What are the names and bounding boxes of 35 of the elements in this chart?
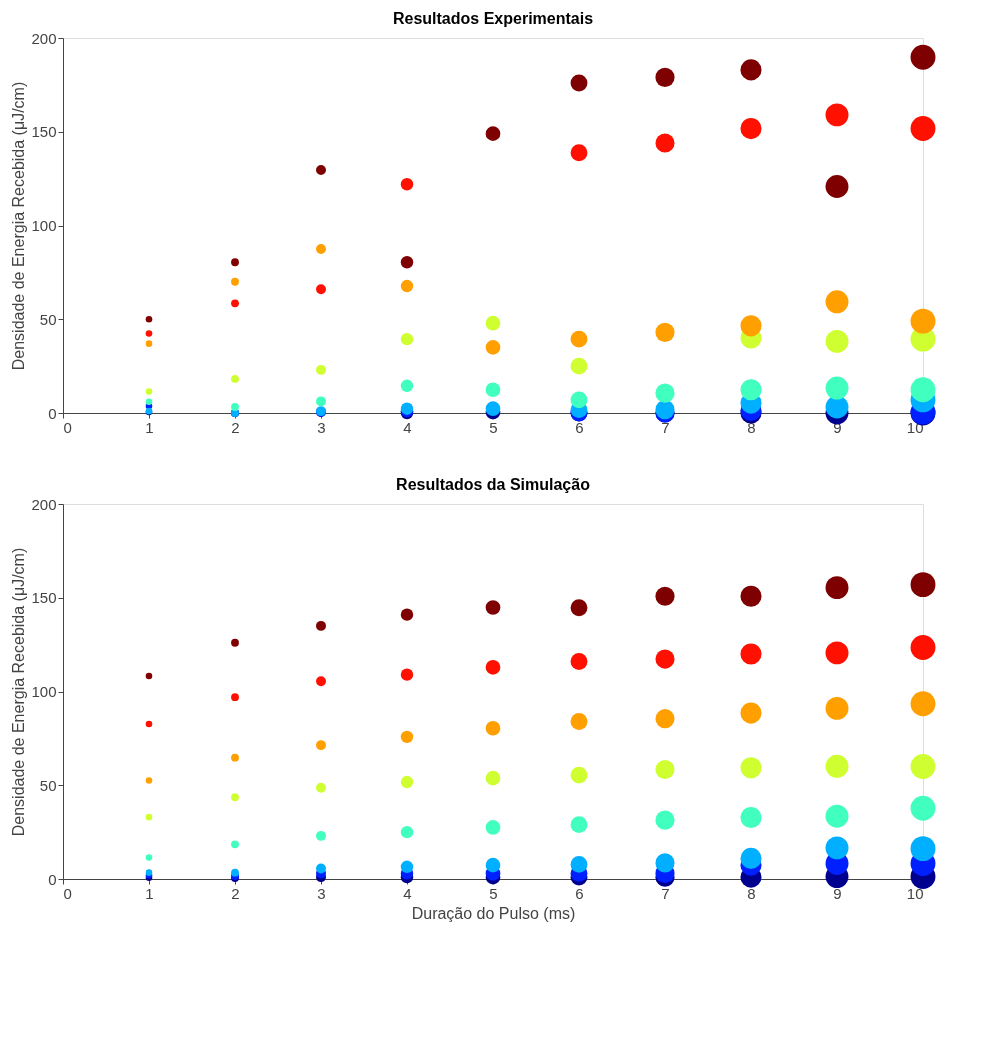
y-tick-label: 0 [48,870,57,888]
y-tick-label: 200 [31,495,57,513]
y-tick-label: 200 [31,29,57,47]
x-tick-label: 2 [231,418,240,436]
x-tick-label: 3 [317,418,326,436]
chart-title: Resultados da Simulação [396,476,591,493]
x-axis-title: Duração do Pulso (ms) [411,904,576,922]
x-tick-label: 0 [63,418,72,436]
x-tick-label: 7 [661,418,670,436]
x-tick-label: 8 [747,884,756,902]
y-tick-label: 0 [48,404,57,422]
x-tick-label: 3 [317,884,326,902]
x-tick-label: 1 [145,884,154,902]
y-axis-title: Densidade de Energia Recebida (μJ/cm) [10,547,28,837]
y-tick-label: 50 [39,776,57,794]
x-tick-label: 5 [489,884,498,902]
y-tick-label: 100 [31,217,57,234]
y-axis-title: Densidade de Energia Recebida (μJ/cm) [10,81,28,371]
x-tick-label: 9 [833,884,842,902]
y-tick-label: 50 [39,310,57,328]
x-tick-label: 0 [63,884,72,902]
x-tick-label: 7 [661,884,670,902]
x-tick-label: 1 [145,418,154,436]
y-tick-label: 100 [31,683,57,700]
chart-title: Resultados Experimentais [392,10,594,27]
x-tick-label: 6 [575,418,584,436]
x-tick-label: 10 [906,884,924,902]
x-tick-label: 8 [747,418,756,436]
x-tick-label: 6 [575,884,584,902]
y-tick-label: 150 [31,589,57,607]
y-tick-label: 150 [31,123,57,141]
x-tick-label: 4 [403,418,412,436]
x-tick-label: 2 [231,884,240,902]
x-tick-label: 4 [403,884,412,902]
x-tick-label: 5 [489,418,498,436]
